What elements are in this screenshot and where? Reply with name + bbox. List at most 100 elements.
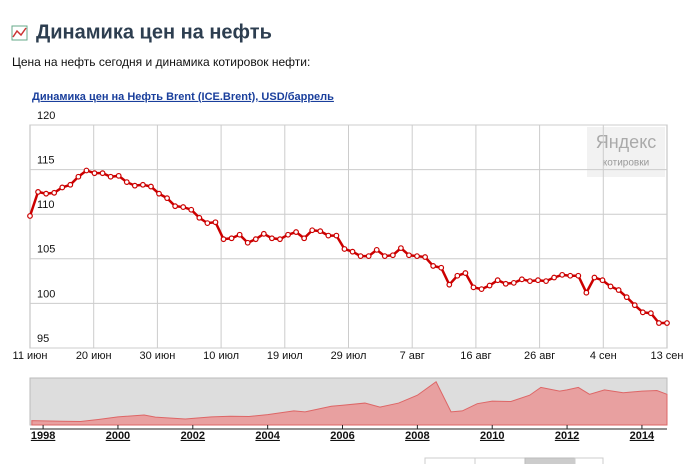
price-point — [422, 254, 429, 260]
price-point — [75, 173, 82, 180]
price-point — [389, 252, 396, 259]
x-tick-label: 2010 — [480, 430, 504, 442]
price-point — [406, 252, 412, 259]
price-point — [607, 283, 614, 290]
pager-button[interactable] — [524, 457, 576, 464]
price-point — [301, 235, 308, 242]
price-point — [260, 230, 267, 237]
price-point — [220, 236, 227, 243]
price-point — [591, 274, 598, 281]
price-point — [494, 277, 501, 284]
price-point — [115, 172, 122, 179]
price-point — [518, 276, 525, 283]
x-tick-label: 19 июл — [267, 350, 303, 362]
pager-button[interactable] — [574, 457, 604, 464]
price-point — [317, 228, 324, 235]
price-point — [349, 248, 356, 255]
x-tick-label: 2008 — [405, 430, 429, 442]
pager-button[interactable] — [424, 457, 476, 464]
subtitle: Цена на нефть сегодня и динамика котиров… — [12, 55, 310, 69]
price-point — [373, 246, 380, 253]
price-point — [285, 231, 291, 238]
x-tick-label: 30 июн — [140, 350, 176, 362]
price-point — [172, 203, 179, 210]
price-point — [123, 179, 130, 185]
page-title: Динамика цен на нефть — [36, 21, 272, 43]
price-point — [277, 236, 283, 243]
price-point — [470, 284, 477, 291]
price-point — [502, 280, 509, 287]
price-point — [656, 320, 662, 326]
price-point — [398, 245, 404, 251]
chart-title-link[interactable]: Динамика цен на Нефть Brent (ICE.Brent),… — [32, 91, 334, 103]
price-point — [664, 320, 670, 326]
price-point — [59, 184, 66, 191]
x-tick-label: 2012 — [555, 430, 579, 442]
price-point — [180, 204, 187, 210]
x-tick-label: 2004 — [255, 430, 280, 442]
price-point — [599, 277, 606, 284]
price-point — [139, 181, 146, 188]
x-tick-label: 4 сен — [590, 350, 617, 362]
price-point — [196, 214, 203, 221]
price-point — [252, 236, 259, 243]
price-point — [510, 279, 517, 286]
price-point — [67, 181, 74, 188]
pager-button[interactable] — [474, 457, 526, 464]
header-icon — [11, 25, 28, 41]
price-point — [559, 271, 566, 278]
watermark-product: котировки — [603, 158, 649, 169]
price-point — [454, 272, 461, 279]
price-point — [212, 219, 219, 226]
price-point — [164, 195, 170, 202]
price-point — [486, 282, 493, 289]
price-point — [438, 264, 445, 271]
price-point — [357, 253, 364, 260]
price-point — [583, 289, 590, 296]
price-point — [575, 272, 582, 279]
x-tick-label: 11 июн — [13, 350, 48, 362]
price-point — [293, 229, 299, 235]
price-point — [639, 309, 646, 316]
price-point — [333, 232, 340, 239]
x-tick-label: 2000 — [106, 430, 130, 442]
price-point — [204, 220, 211, 227]
price-point — [131, 182, 138, 189]
x-tick-label: 2002 — [181, 430, 205, 442]
price-point — [381, 253, 388, 260]
watermark-brand: Яндекс — [596, 132, 657, 152]
price-point — [35, 188, 41, 195]
price-point — [228, 235, 235, 242]
price-point — [623, 294, 630, 301]
price-point — [365, 253, 372, 260]
price-point — [430, 263, 437, 269]
price-point — [527, 278, 533, 285]
y-tick-label: 110 — [37, 199, 55, 211]
price-point — [551, 274, 558, 281]
watermark-box — [587, 127, 665, 177]
x-tick-label: 1998 — [31, 430, 55, 442]
price-point — [631, 302, 638, 309]
price-point — [156, 190, 162, 197]
history-area — [31, 381, 668, 426]
y-tick-label: 120 — [37, 110, 55, 122]
price-point — [43, 190, 50, 197]
x-tick-label: 26 авг — [524, 350, 555, 362]
y-tick-label: 100 — [37, 288, 55, 300]
x-tick-label: 16 авг — [460, 350, 491, 362]
price-point — [268, 235, 275, 242]
price-point — [414, 253, 420, 260]
y-tick-label: 105 — [37, 244, 55, 256]
pager — [424, 457, 604, 464]
x-tick-label: 2014 — [630, 430, 655, 442]
price-point — [462, 270, 469, 276]
price-point — [51, 189, 58, 196]
price-point — [99, 170, 106, 177]
price-point — [27, 213, 33, 219]
price-point — [535, 277, 541, 284]
price-point — [615, 287, 622, 293]
price-point — [567, 272, 574, 279]
x-tick-label: 20 июн — [76, 350, 112, 362]
y-tick-label: 115 — [37, 155, 55, 167]
price-point — [309, 227, 316, 234]
